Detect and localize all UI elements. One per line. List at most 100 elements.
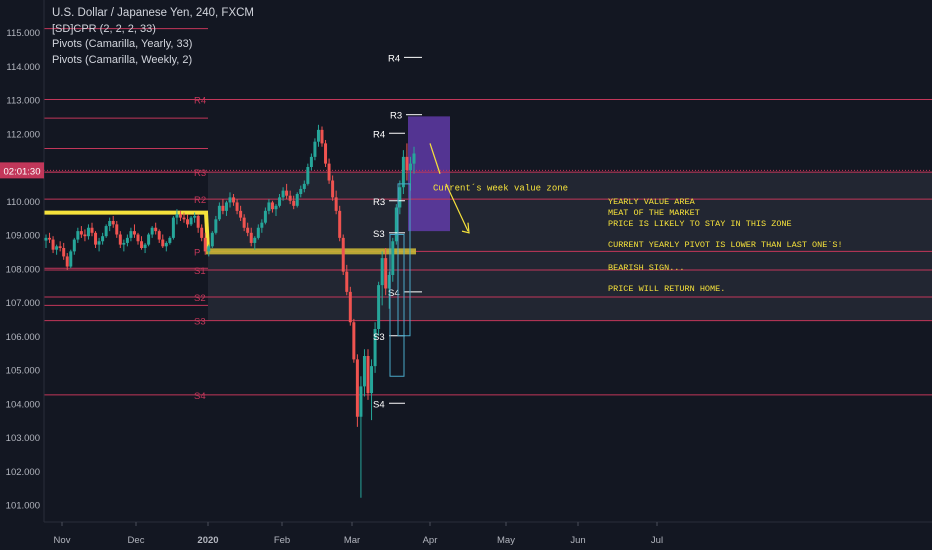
candle[interactable] [140, 236, 144, 250]
candle[interactable] [118, 231, 122, 248]
candle[interactable] [302, 180, 306, 193]
candle[interactable] [345, 264, 349, 296]
candle[interactable] [182, 212, 186, 223]
candle[interactable] [242, 214, 246, 232]
candle[interactable] [69, 249, 73, 269]
candle[interactable] [94, 231, 98, 248]
candle[interactable] [150, 226, 154, 238]
candle[interactable] [267, 199, 271, 215]
candle[interactable] [58, 241, 62, 252]
candle[interactable] [171, 215, 175, 240]
candle[interactable] [331, 175, 335, 201]
candle[interactable] [281, 187, 285, 201]
candle[interactable] [348, 286, 352, 326]
candle[interactable] [324, 140, 328, 167]
candle[interactable] [217, 202, 221, 221]
candle[interactable] [210, 231, 214, 248]
y-axis[interactable]: 115.000114.000113.000112.000111.000110.0… [0, 0, 45, 522]
candle[interactable] [285, 183, 289, 200]
candle[interactable] [221, 199, 225, 215]
candle[interactable] [193, 212, 197, 223]
candle[interactable] [228, 192, 232, 208]
x-axis[interactable]: Nov Dec 2020 Feb Mar Apr May Jun Jul [44, 521, 932, 546]
candle[interactable] [232, 194, 236, 206]
candle[interactable] [313, 138, 317, 161]
candle[interactable] [377, 281, 381, 336]
candle[interactable] [62, 242, 66, 260]
candle[interactable] [359, 376, 363, 498]
candle[interactable] [338, 205, 342, 242]
candle[interactable] [366, 349, 370, 400]
candle[interactable] [299, 185, 303, 198]
candle[interactable] [239, 205, 243, 221]
candle[interactable] [278, 194, 282, 208]
candle[interactable] [86, 224, 90, 240]
candle[interactable] [398, 180, 402, 215]
candle[interactable] [115, 221, 119, 238]
candles-layer[interactable] [44, 124, 416, 498]
candle[interactable] [334, 190, 338, 215]
candle[interactable] [51, 236, 55, 254]
candle[interactable] [79, 226, 83, 238]
candle[interactable] [203, 232, 207, 255]
candle[interactable] [352, 318, 356, 363]
candle[interactable] [394, 204, 398, 245]
candle[interactable] [401, 150, 405, 194]
candle[interactable] [263, 207, 267, 225]
candle[interactable] [108, 217, 112, 232]
candle[interactable] [270, 200, 274, 213]
candle[interactable] [55, 244, 59, 255]
indicator-cpr[interactable]: [SD]CPR (2, 2, 2, 33) [52, 22, 156, 35]
candle[interactable] [147, 232, 151, 247]
candle[interactable] [370, 359, 374, 421]
candle[interactable] [111, 215, 115, 228]
candle[interactable] [327, 158, 331, 184]
indicator-yearly-pivots[interactable]: Pivots (Camarilla, Yearly, 33) [52, 38, 193, 50]
indicator-weekly-pivots[interactable]: Pivots (Camarilla, Weekly, 2) [52, 53, 193, 66]
candle[interactable] [44, 234, 48, 249]
candle[interactable] [129, 227, 133, 242]
candle[interactable] [288, 190, 292, 205]
candle[interactable] [412, 146, 416, 174]
candle[interactable] [65, 253, 69, 270]
candle[interactable] [316, 124, 320, 147]
candle[interactable] [168, 236, 172, 245]
candle[interactable] [235, 199, 239, 215]
candle[interactable] [154, 222, 158, 235]
candle[interactable] [253, 236, 257, 250]
candle[interactable] [48, 232, 52, 243]
candle[interactable] [132, 224, 136, 238]
candle[interactable] [306, 163, 310, 186]
candle[interactable] [143, 242, 147, 254]
candle[interactable] [161, 234, 165, 249]
candle[interactable] [387, 271, 391, 309]
candle[interactable] [309, 153, 313, 171]
candle[interactable] [122, 239, 126, 252]
candle[interactable] [157, 229, 161, 243]
candle[interactable] [405, 143, 409, 181]
candle[interactable] [274, 204, 278, 216]
candle[interactable] [249, 227, 253, 247]
symbol-title[interactable]: U.S. Dollar / Japanese Yen, 240, FXCM [52, 7, 254, 19]
candle[interactable] [355, 354, 359, 427]
candle[interactable] [90, 222, 94, 237]
candle[interactable] [391, 237, 395, 282]
candle[interactable] [72, 237, 76, 255]
candle[interactable] [256, 224, 260, 240]
candle[interactable] [83, 229, 87, 242]
candle[interactable] [189, 215, 193, 227]
candle[interactable] [224, 200, 228, 216]
candle[interactable] [246, 222, 250, 237]
candle[interactable] [200, 224, 204, 242]
candle[interactable] [214, 215, 218, 235]
candle[interactable] [320, 126, 324, 147]
candle[interactable] [295, 192, 299, 208]
candle[interactable] [101, 232, 105, 245]
candle[interactable] [260, 219, 264, 233]
candle[interactable] [104, 224, 108, 238]
candle[interactable] [175, 209, 179, 225]
candle[interactable] [380, 251, 384, 306]
candle[interactable] [186, 214, 190, 228]
candle[interactable] [97, 237, 101, 252]
